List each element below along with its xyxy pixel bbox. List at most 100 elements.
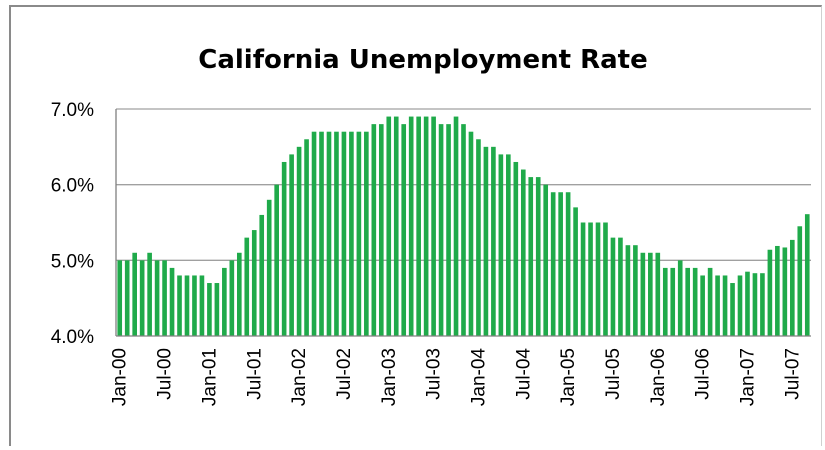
chart-frame: California Unemployment Rate 4.0% 5.0% 6.0… [9,5,822,446]
bar [775,245,780,336]
unemployment-bar-chart: California Unemployment Rate 4.0% 5.0% 6.0… [51,45,811,407]
bar [707,267,713,336]
x-tick-label: Jul-02 [334,348,355,400]
bar [565,192,571,336]
bar [782,247,788,336]
y-tick-label: 6.0% [51,176,94,197]
bar [767,249,773,336]
bar [633,245,638,336]
bar [804,214,810,336]
bar [236,252,242,336]
bar [722,275,728,336]
bar [506,154,511,336]
bar [760,273,765,336]
bar [655,252,661,336]
bar [543,184,549,336]
x-tick-label: Jul-04 [513,348,534,400]
bar [677,260,683,336]
y-tick-label: 4.0% [51,327,94,348]
x-tick-label: Jan-07 [737,348,758,406]
bar [319,131,324,336]
x-tick-label: Jul-01 [244,348,265,400]
bar [177,275,182,336]
bar [311,131,317,336]
bar [797,226,803,336]
x-tick-label: Jan-00 [110,348,131,406]
y-tick-labels: 4.0% 5.0% 6.0% 7.0% [51,100,94,348]
bar [132,252,137,336]
bar [214,283,220,336]
bar [356,131,362,336]
bar [117,260,123,336]
bar [692,267,698,336]
bar [423,116,429,336]
y-tick-label: 7.0% [51,100,94,121]
bar [685,267,691,336]
x-tick-label: Jan-01 [199,348,220,406]
bar [573,207,578,336]
x-tick-label: Jan-05 [558,348,579,406]
bar [670,267,676,336]
bar [281,161,287,336]
bar [528,177,534,336]
bar [737,275,743,336]
bar [618,237,623,336]
bar [259,214,265,336]
x-tick-label: Jan-06 [648,348,669,406]
bar [700,275,705,336]
bar [207,283,212,336]
x-tick-label: Jan-04 [468,348,489,407]
bar [408,116,414,336]
bar [468,131,474,336]
bar [326,131,332,336]
bar [535,177,541,336]
bar [520,169,526,336]
bar [386,116,392,336]
y-tick-label: 5.0% [51,251,94,272]
bar [289,154,294,336]
x-tick-label: Jul-00 [155,348,176,400]
bar [513,161,519,336]
bar [162,260,167,336]
bar [580,222,586,336]
x-tick-label: Jul-03 [424,348,445,400]
x-tick-label: Jul-07 [782,348,803,400]
bar [393,116,399,336]
bar [715,275,720,336]
bar [364,131,369,336]
bar [378,124,384,336]
bar [610,237,616,336]
bar [274,184,279,336]
bar [730,283,735,336]
bar [662,267,668,336]
x-tick-label: Jan-02 [289,348,310,406]
bar [461,124,466,336]
x-tick-label: Jan-03 [379,348,400,406]
bar [476,139,481,336]
bar [603,222,608,336]
bar [304,139,309,336]
bar [491,146,496,336]
bar [625,245,631,336]
axes [115,109,811,337]
bar [371,124,377,336]
bar [745,271,750,336]
bar [431,116,436,336]
bars [117,116,810,336]
bar [154,260,160,336]
x-tick-label: Jul-06 [693,348,714,400]
bar [595,222,601,336]
bar [401,124,407,336]
bar [296,146,302,336]
bar [184,275,190,336]
bar [229,260,235,336]
bar [349,131,354,336]
bar [752,273,758,336]
bar [790,239,795,336]
bar [244,237,250,336]
bar [498,154,504,336]
bar [147,252,152,336]
bar [266,199,272,336]
bar [222,267,227,336]
bar [124,260,130,336]
